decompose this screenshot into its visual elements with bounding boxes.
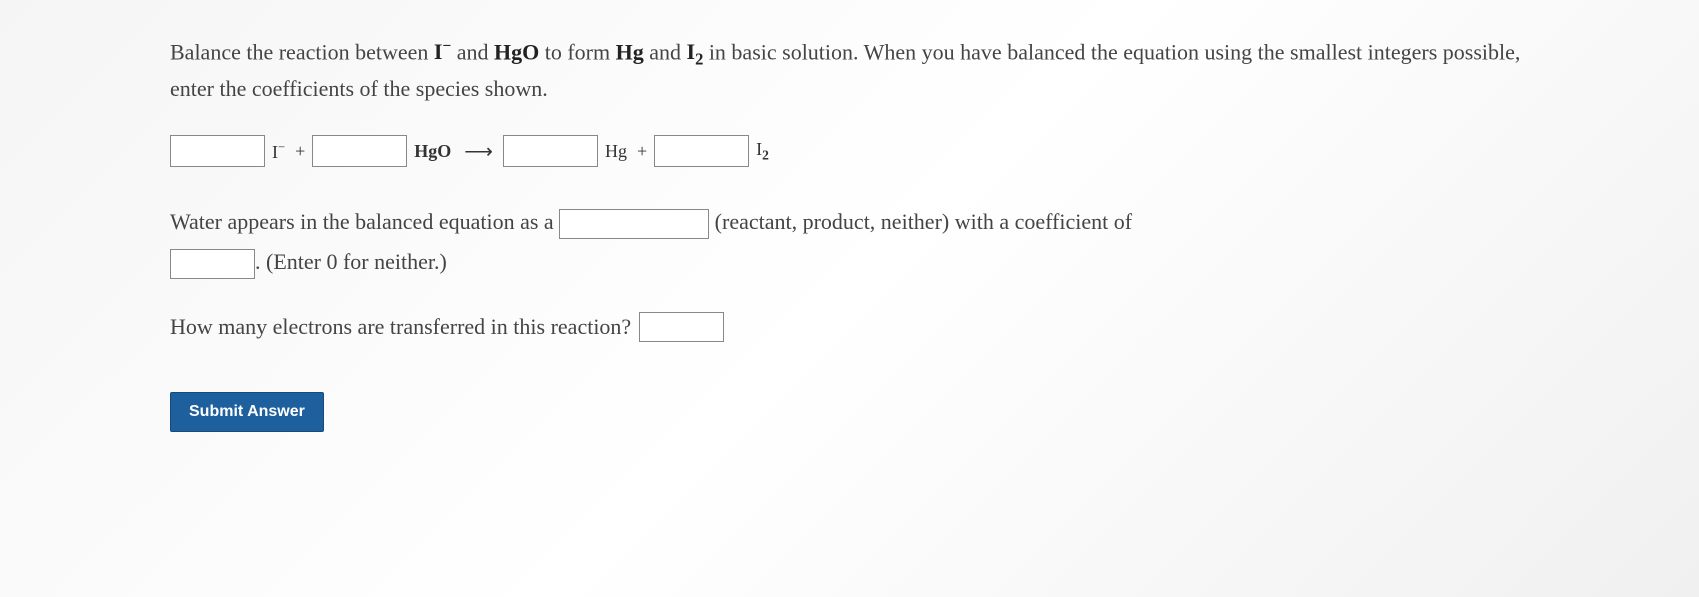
water-section: Water appears in the balanced equation a… bbox=[170, 202, 1529, 281]
species-hg: Hg bbox=[616, 39, 644, 64]
species-iodide: I− bbox=[434, 39, 451, 64]
question-text-4: and bbox=[644, 39, 687, 64]
eq-plus-1: + bbox=[292, 141, 308, 162]
question-prompt: Balance the reaction between I− and HgO … bbox=[170, 35, 1529, 105]
coef-hg-input[interactable] bbox=[503, 135, 598, 167]
submit-answer-button[interactable]: Submit Answer bbox=[170, 392, 324, 432]
reaction-arrow-icon: ⟶ bbox=[458, 139, 499, 164]
question-text-1: Balance the reaction between bbox=[170, 39, 434, 64]
eq-plus-2: + bbox=[634, 141, 650, 162]
question-text-2: and bbox=[451, 39, 494, 64]
coef-iodide-input[interactable] bbox=[170, 135, 265, 167]
species-hgo: HgO bbox=[494, 39, 539, 64]
eq-hgo: HgO bbox=[411, 141, 454, 162]
water-role-input[interactable] bbox=[559, 209, 709, 239]
electrons-input[interactable] bbox=[639, 312, 724, 342]
water-text-3: . (Enter 0 for neither.) bbox=[255, 249, 447, 274]
water-text-1: Water appears in the balanced equation a… bbox=[170, 209, 559, 234]
coef-i2-input[interactable] bbox=[654, 135, 749, 167]
question-text-3: to form bbox=[539, 39, 615, 64]
eq-iodide: I− bbox=[269, 140, 288, 163]
electrons-section: How many electrons are transferred in th… bbox=[170, 312, 1529, 342]
water-text-2: (reactant, product, neither) with a coef… bbox=[715, 209, 1132, 234]
water-coef-input[interactable] bbox=[170, 249, 255, 279]
eq-i2: I2 bbox=[753, 139, 772, 164]
species-i2: I2 bbox=[687, 39, 704, 64]
coef-hgo-input[interactable] bbox=[312, 135, 407, 167]
equation-row: I− + HgO ⟶ Hg + I2 bbox=[170, 135, 1529, 167]
electrons-text: How many electrons are transferred in th… bbox=[170, 314, 631, 340]
eq-hg: Hg bbox=[602, 141, 630, 162]
